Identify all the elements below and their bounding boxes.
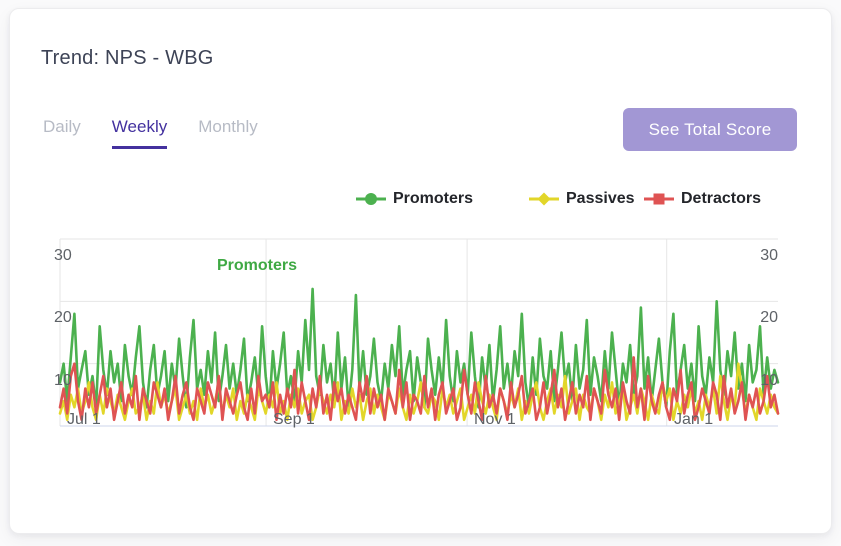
tab-daily[interactable]: Daily [43, 117, 81, 136]
see-total-score-button[interactable]: See Total Score [623, 108, 797, 151]
trend-line-plot[interactable] [31, 226, 821, 441]
legend-label-detractors: Detractors [681, 190, 762, 207]
legend-item-promoters[interactable]: Promoters [356, 190, 473, 208]
tab-monthly[interactable]: Monthly [198, 117, 258, 136]
detractors-marker-icon [644, 193, 674, 205]
legend-label-passives: Passives [566, 190, 635, 207]
chart-legend: Promoters Passives Detractors [10, 190, 833, 212]
chart-area[interactable]: 30 20 10 30 20 10 Jul 1 Sep 1 Nov 1 Jan … [31, 226, 821, 441]
passives-marker-icon [529, 192, 559, 206]
legend-item-passives[interactable]: Passives [529, 190, 635, 208]
tab-weekly[interactable]: Weekly [111, 117, 168, 149]
promoters-marker-icon [356, 193, 386, 205]
period-tabs: Daily Weekly Monthly [43, 117, 258, 149]
trend-card: Trend: NPS - WBG Daily Weekly Monthly Se… [9, 8, 832, 534]
series-line-passives[interactable] [58, 362, 780, 422]
legend-label-promoters: Promoters [393, 190, 474, 207]
series-line-detractors[interactable] [58, 356, 780, 422]
series-line-promoters[interactable] [58, 287, 780, 409]
legend-item-detractors[interactable]: Detractors [644, 190, 761, 208]
page-title: Trend: NPS - WBG [41, 47, 214, 69]
